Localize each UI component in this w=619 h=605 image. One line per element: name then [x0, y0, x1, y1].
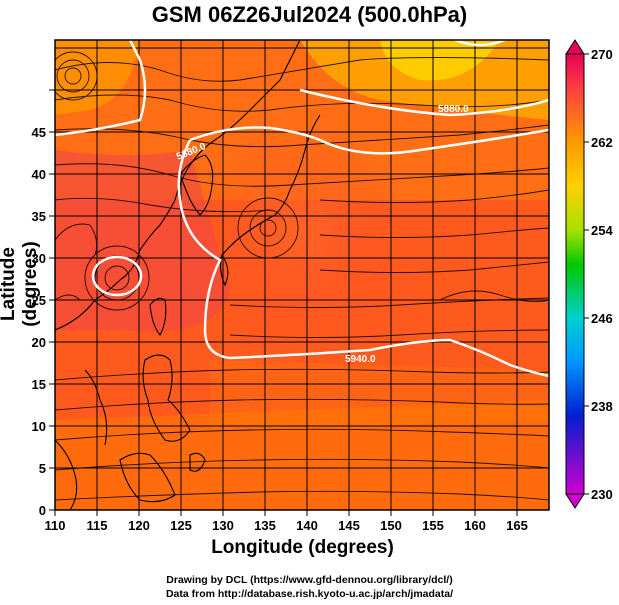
x-axis-label: Longitude (degrees) — [211, 537, 394, 558]
colorbar-label: 238 — [591, 399, 613, 414]
y-tick-label: 30 — [32, 251, 46, 266]
x-tick-label: 125 — [170, 518, 192, 533]
x-ticks — [54, 510, 518, 516]
y-tick-label: 5 — [39, 461, 46, 476]
colorbar-scale — [565, 53, 585, 495]
contour-label: 5940.0 — [345, 354, 376, 365]
x-tick-label: 130 — [212, 518, 234, 533]
credit-drawing: Drawing by DCL (https://www.gfd-dennou.o… — [166, 574, 453, 586]
colorbar-label: 262 — [591, 135, 613, 150]
y-tick-label: 10 — [32, 419, 46, 434]
credit-data: Data from http://database.rish.kyoto-u.a… — [165, 588, 454, 600]
y-tick-label: 15 — [32, 377, 46, 392]
colorbar: 270 262 254 246 238 230 — [565, 39, 613, 509]
colorbar-bottom-arrow — [565, 493, 585, 509]
x-tick-label: 115 — [87, 518, 108, 533]
y-tick-label: 25 — [32, 293, 46, 308]
y-tick-label: 0 — [39, 503, 46, 518]
map-title: GSM 06Z26Jul2024 (500.0hPa) — [151, 2, 468, 27]
y-ticks — [49, 89, 55, 511]
x-tick-label: 140 — [296, 518, 318, 533]
contour-label: 5880.0 — [438, 104, 469, 115]
x-tick-label: 165 — [506, 518, 528, 533]
temperature-field — [55, 40, 549, 510]
y-tick-labels: 0 5 10 15 20 25 30 35 40 45 — [32, 125, 46, 518]
x-tick-labels: 110 115 120 125 130 135 140 145 150 155 … — [45, 518, 528, 533]
x-tick-label: 120 — [128, 518, 150, 533]
plot-frame — [54, 39, 550, 511]
x-tick-label: 150 — [380, 518, 402, 533]
y-tick-label: 20 — [32, 335, 46, 350]
y-tick-label: 40 — [32, 167, 46, 182]
x-tick-label: 110 — [45, 518, 66, 533]
colorbar-label: 270 — [591, 47, 613, 62]
y-tick-label: 35 — [32, 209, 46, 224]
colorbar-top-arrow — [565, 39, 585, 55]
x-tick-label: 135 — [254, 518, 276, 533]
x-tick-label: 160 — [464, 518, 486, 533]
y-tick-label: 45 — [32, 125, 46, 140]
x-tick-label: 155 — [422, 518, 444, 533]
colorbar-label: 246 — [591, 311, 613, 326]
colorbar-label: 230 — [591, 487, 613, 502]
wind-streamlines — [55, 51, 549, 501]
colorbar-label: 254 — [591, 223, 613, 238]
coastlines — [55, 40, 321, 510]
height-contours — [55, 40, 549, 378]
x-tick-label: 145 — [338, 518, 360, 533]
